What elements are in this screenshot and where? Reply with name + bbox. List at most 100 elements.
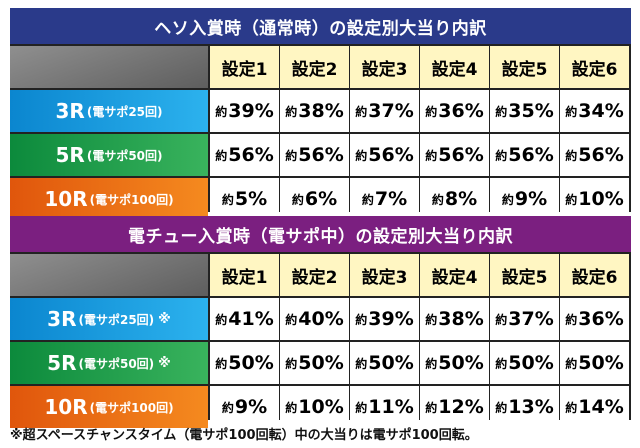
approx-prefix: 約 [425, 312, 438, 327]
ratio-cell: 約 41% [210, 298, 279, 340]
approx-prefix: 約 [495, 104, 508, 119]
table-row: 10R (電サポ100回) 約 5% 約 6% 約 7% 約 8% 約 9% 約 10% [10, 178, 631, 220]
ratio-value: 56% [368, 144, 414, 166]
support-count: (電サポ100回) [89, 400, 174, 415]
ratio-cell: 約 10% [560, 178, 629, 220]
setting-header: 設定4 [420, 46, 489, 88]
ratio-value: 6% [304, 188, 338, 210]
approx-prefix: 約 [565, 312, 578, 327]
setting-header: 設定5 [490, 46, 559, 88]
ratio-value: 56% [578, 144, 624, 166]
ratio-value: 7% [374, 188, 408, 210]
table-row: 10R (電サポ100回) 約 9% 約 10% 約 11% 約 12% 約 13% 約 14% [10, 386, 631, 428]
footnote: ※超スペースチャンスタイム（電サポ100回転）中の大当りは電サポ100回転。 [10, 428, 478, 443]
ratio-cell: 約 37% [490, 298, 559, 340]
setting-header: 設定2 [280, 254, 349, 296]
ratio-cell: 約 5% [210, 178, 279, 220]
corner-cell [10, 46, 208, 88]
ratio-value: 9% [514, 188, 548, 210]
setting-header: 設定1 [210, 46, 279, 88]
header-row: 設定1 設定2 設定3 設定4 設定5 設定6 [10, 46, 631, 88]
ratio-cell: 約 56% [560, 134, 629, 176]
ratio-cell: 約 39% [210, 90, 279, 132]
setting-header: 設定2 [280, 46, 349, 88]
ratio-cell: 約 12% [420, 386, 489, 428]
table-normal: ヘソ入賞時（通常時）の設定別大当り内訳 設定1 設定2 設定3 設定4 設定5 設定6 3R… [10, 8, 631, 220]
ratio-cell: 約 56% [350, 134, 419, 176]
approx-prefix: 約 [425, 148, 438, 163]
approx-prefix: 約 [565, 104, 578, 119]
ratio-value: 12% [438, 396, 484, 418]
corner-cell [10, 254, 208, 296]
ratio-value: 35% [508, 100, 554, 122]
ratio-cell: 約 56% [420, 134, 489, 176]
table-row: 3R (電サポ25回) 約 39% 約 38% 約 37% 約 36% 約 35% 約 34% [10, 90, 631, 132]
ratio-value: 50% [578, 352, 624, 374]
approx-prefix: 約 [565, 192, 578, 207]
ratio-value: 13% [508, 396, 554, 418]
setting-header: 設定4 [420, 254, 489, 296]
ratio-cell: 約 56% [210, 134, 279, 176]
support-count: (電サポ50回) [78, 356, 155, 371]
ratio-value: 34% [578, 100, 624, 122]
table-title: 電チュー入賞時（電サポ中）の設定別大当り内訳 [10, 216, 631, 252]
ratio-value: 5% [234, 188, 268, 210]
setting-header: 設定5 [490, 254, 559, 296]
table-row: 3R (電サポ25回) ※ 約 41% 約 40% 約 39% 約 38% 約 37% 約 36% [10, 298, 631, 340]
approx-prefix: 約 [495, 356, 508, 371]
table-title: ヘソ入賞時（通常時）の設定別大当り内訳 [10, 8, 631, 44]
approx-prefix: 約 [355, 104, 368, 119]
ratio-cell: 約 38% [280, 90, 349, 132]
approx-prefix: 約 [215, 356, 228, 371]
round-count: 3R [55, 99, 85, 123]
ratio-value: 37% [508, 308, 554, 330]
note-mark: ※ [158, 355, 171, 371]
approx-prefix: 約 [215, 104, 228, 119]
ratio-cell: 約 50% [350, 342, 419, 384]
round-label: 5R (電サポ50回) ※ [10, 342, 208, 384]
support-count: (電サポ25回) [78, 312, 155, 327]
ratio-cell: 約 9% [490, 178, 559, 220]
approx-prefix: 約 [431, 192, 444, 207]
ratio-cell: 約 9% [210, 386, 279, 428]
round-count: 5R [55, 143, 85, 167]
setting-header: 設定3 [350, 46, 419, 88]
approx-prefix: 約 [565, 356, 578, 371]
approx-prefix: 約 [361, 192, 374, 207]
approx-prefix: 約 [355, 312, 368, 327]
approx-prefix: 約 [425, 356, 438, 371]
ratio-cell: 約 35% [490, 90, 559, 132]
ratio-value: 10% [298, 396, 344, 418]
ratio-value: 39% [228, 100, 274, 122]
round-label: 3R (電サポ25回) [10, 90, 208, 132]
table-row: 5R (電サポ50回) ※ 約 50% 約 50% 約 50% 約 50% 約 50% 約 50% [10, 342, 631, 384]
ratio-value: 8% [444, 188, 478, 210]
ratio-value: 37% [368, 100, 414, 122]
approx-prefix: 約 [221, 192, 234, 207]
round-count: 3R [47, 307, 77, 331]
support-count: (電サポ50回) [86, 148, 163, 163]
round-count: 10R [44, 395, 88, 419]
round-label: 5R (電サポ50回) [10, 134, 208, 176]
ratio-cell: 約 56% [490, 134, 559, 176]
approx-prefix: 約 [565, 148, 578, 163]
ratio-value: 56% [298, 144, 344, 166]
round-count: 5R [47, 351, 77, 375]
ratio-value: 50% [438, 352, 484, 374]
ratio-cell: 約 13% [490, 386, 559, 428]
round-label: 3R (電サポ25回) ※ [10, 298, 208, 340]
ratio-cell: 約 39% [350, 298, 419, 340]
approx-prefix: 約 [355, 148, 368, 163]
approx-prefix: 約 [425, 400, 438, 415]
ratio-value: 36% [438, 100, 484, 122]
approx-prefix: 約 [565, 400, 578, 415]
ratio-cell: 約 38% [420, 298, 489, 340]
ratio-cell: 約 50% [560, 342, 629, 384]
ratio-value: 36% [578, 308, 624, 330]
approx-prefix: 約 [425, 104, 438, 119]
approx-prefix: 約 [285, 148, 298, 163]
ratio-cell: 約 36% [420, 90, 489, 132]
ratio-value: 38% [298, 100, 344, 122]
approx-prefix: 約 [291, 192, 304, 207]
approx-prefix: 約 [215, 312, 228, 327]
